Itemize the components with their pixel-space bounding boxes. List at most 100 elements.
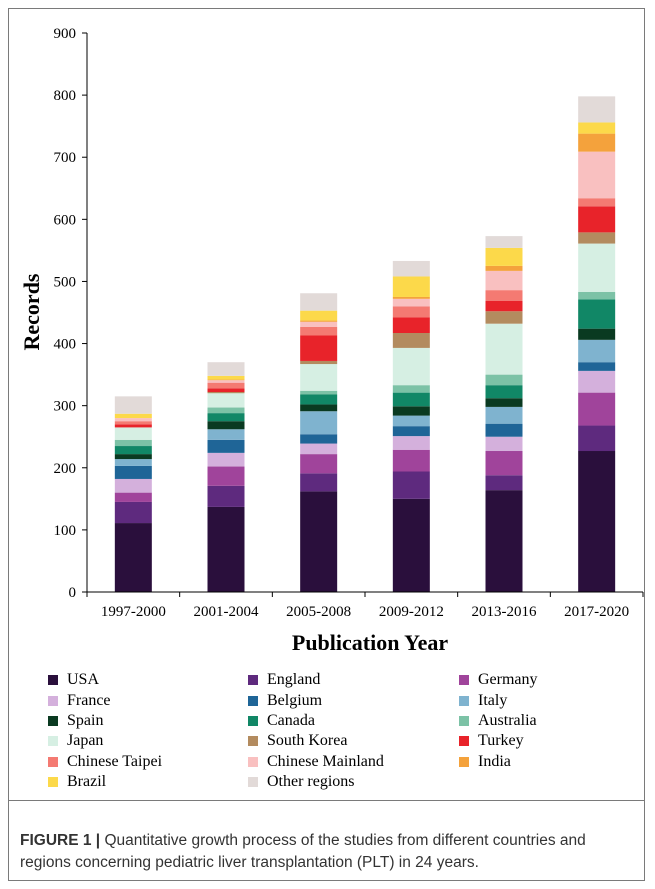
legend-label: France [67, 691, 111, 709]
bar-segment-italy-2009-2012 [392, 415, 430, 427]
chart-legend: USA England Germany France Belgium Italy Spain… [48, 670, 608, 792]
bar-segment-belgium-2009-2012 [392, 426, 430, 437]
bar-segment-belgium-2005-2008 [300, 434, 338, 444]
bar-segment-japan-1997-2000 [114, 427, 152, 440]
x-axis-title: Publication Year [292, 630, 448, 655]
bar-segment-usa-2001-2004 [207, 506, 245, 592]
bar-segment-canada-2009-2012 [392, 392, 430, 407]
legend-swatch [459, 715, 469, 726]
legend-label: Brazil [67, 773, 107, 791]
x-ticks-group: 1997-2000 2001-2004 2005-2008 2009-2012 2013… [86, 592, 644, 620]
bar-segment-spain-2009-2012 [392, 406, 430, 416]
legend-item: Australia [459, 711, 609, 731]
bar-segment-spain-1997-2000 [114, 454, 152, 460]
legend-label: South Korea [267, 732, 348, 750]
legend-item: Japan [48, 731, 248, 751]
bar-segment-germany-2009-2012 [392, 449, 430, 472]
caption-label: FIGURE 1 | [20, 832, 101, 849]
bar-segment-belgium-1997-2000 [114, 465, 152, 479]
bar-segment-chinese-mainland-1997-2000 [114, 418, 152, 422]
bar-segment-turkey-2009-2012 [392, 317, 430, 333]
bar-segment-turkey-2005-2008 [300, 335, 338, 361]
legend-swatch [48, 675, 58, 686]
bar-segment-south-korea-2009-2012 [392, 333, 430, 348]
legend-label: Canada [267, 711, 315, 729]
bar-segment-india-2017-2020 [578, 133, 616, 152]
legend-swatch [248, 736, 258, 747]
x-tick-label: 2005-2008 [286, 604, 351, 620]
bar-segment-brazil-2013-2016 [485, 247, 523, 266]
bar-segment-usa-1997-2000 [114, 523, 152, 592]
y-axis-title: Records [19, 273, 44, 350]
x-tick-label: 2001-2004 [194, 604, 259, 620]
bar-segment-belgium-2017-2020 [578, 362, 616, 371]
bar-segment-australia-1997-2000 [114, 439, 152, 447]
bar-segment-brazil-2017-2020 [578, 122, 616, 134]
legend-item: India [459, 752, 609, 772]
bar-segment-germany-2005-2008 [300, 454, 338, 474]
legend-item: Germany [459, 670, 609, 690]
bar-segment-france-1997-2000 [114, 478, 152, 493]
y-tick-label: 200 [54, 461, 77, 477]
legend-item: England [248, 670, 459, 690]
legend-item: Italy [459, 690, 609, 710]
legend-swatch [248, 756, 258, 767]
bar-segment-italy-2013-2016 [485, 406, 523, 424]
y-tick-label: 800 [54, 88, 77, 104]
bar-segment-turkey-2017-2020 [578, 206, 616, 233]
bar-segment-japan-2009-2012 [392, 347, 430, 386]
legend-label: Japan [67, 732, 104, 750]
bar-segment-australia-2017-2020 [578, 292, 616, 300]
bar-segment-south-korea-2017-2020 [578, 232, 616, 244]
bar-segment-england-1997-2000 [114, 501, 152, 524]
bar-segment-turkey-2013-2016 [485, 300, 523, 312]
bar-segment-australia-2013-2016 [485, 374, 523, 386]
legend-item: Chinese Taipei [48, 752, 248, 772]
legend-swatch [248, 695, 258, 706]
legend-item: USA [48, 670, 248, 690]
legend-label: Germany [478, 671, 538, 689]
caption-text: Quantitative growth process of the studi… [20, 832, 586, 871]
bar-segment-japan-2005-2008 [300, 364, 338, 391]
legend-item: Other regions [248, 772, 459, 792]
bar-segment-england-2009-2012 [392, 471, 430, 499]
legend-label: Other regions [267, 773, 355, 791]
legend-label: Spain [67, 711, 104, 729]
bar-segment-france-2009-2012 [392, 436, 430, 450]
bar-segment-south-korea-2005-2008 [300, 360, 338, 365]
caption-divider [8, 800, 645, 801]
bar-segment-chinese-taipei-2013-2016 [485, 290, 523, 301]
legend-swatch [248, 715, 258, 726]
bar-segment-australia-2009-2012 [392, 385, 430, 393]
y-ticks-group: 0 100 200 300 400 500 600 700 800 900 [54, 26, 87, 601]
legend-swatch [48, 715, 58, 726]
legend-label: Italy [478, 691, 508, 709]
axes-group [86, 33, 643, 593]
bar-segment-england-2005-2008 [300, 473, 338, 492]
bar-segment-other-regions-2013-2016 [485, 236, 523, 248]
legend-item: Spain [48, 711, 248, 731]
bar-segment-canada-2001-2004 [207, 413, 245, 422]
bar-segment-chinese-mainland-2009-2012 [392, 298, 430, 307]
legend-swatch [248, 777, 258, 788]
bar-segment-india-2005-2008 [300, 320, 338, 322]
legend-label: Chinese Mainland [267, 752, 384, 770]
bar-segment-france-2005-2008 [300, 443, 338, 455]
bar-segment-india-2013-2016 [485, 265, 523, 271]
bar-segment-germany-2001-2004 [207, 466, 245, 486]
x-tick-label: 1997-2000 [101, 604, 166, 620]
legend-swatch [48, 777, 58, 788]
bar-segment-italy-2001-2004 [207, 429, 245, 440]
legend-swatch [459, 756, 469, 767]
bar-segment-chinese-taipei-2005-2008 [300, 326, 338, 336]
bar-segment-spain-2013-2016 [485, 398, 523, 407]
legend-swatch [459, 675, 469, 686]
bar-segment-england-2013-2016 [485, 475, 523, 491]
legend-item: Turkey [459, 731, 609, 751]
bar-segment-india-2001-2004 [207, 379, 245, 381]
y-tick-label: 300 [54, 399, 77, 415]
legend-item: Brazil [48, 772, 248, 792]
x-tick-label: 2009-2012 [379, 604, 444, 620]
bar-segment-australia-2001-2004 [207, 407, 245, 414]
bar-segment-italy-2017-2020 [578, 339, 616, 363]
